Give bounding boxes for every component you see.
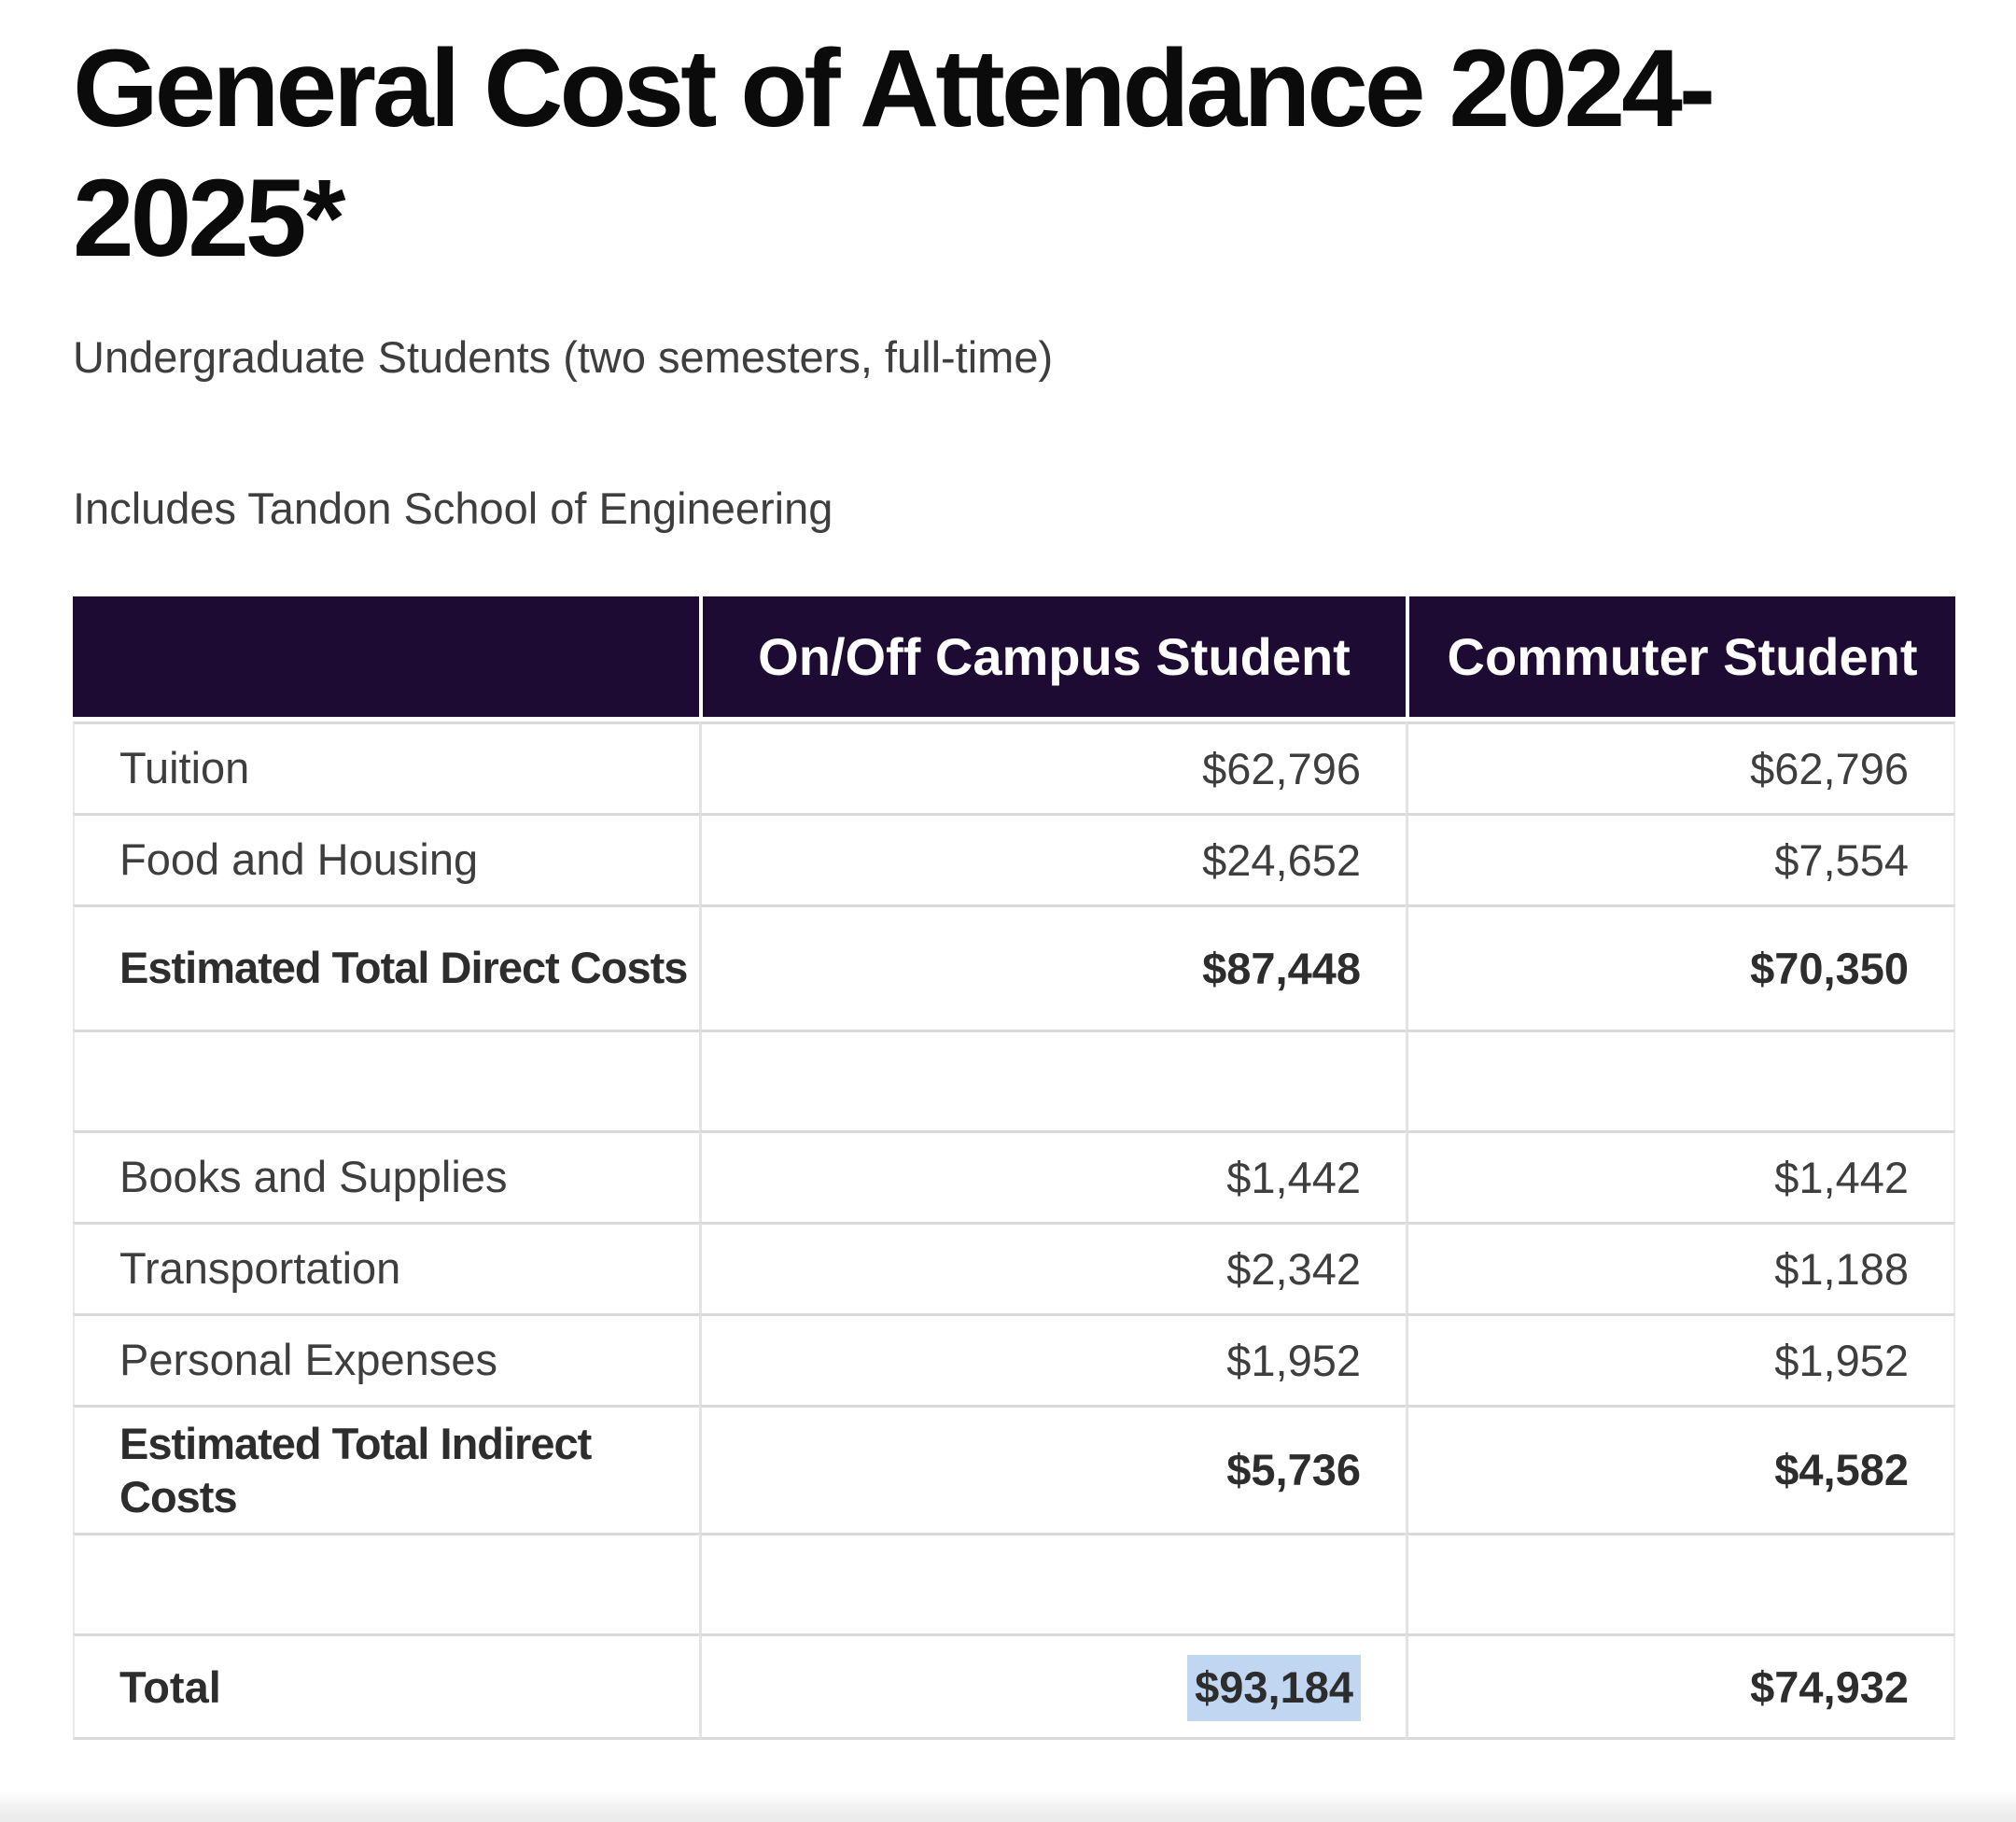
- row-value-oncampus: $62,796: [699, 721, 1406, 813]
- table-row: Books and Supplies $1,442 $1,442: [73, 1129, 1955, 1222]
- column-header-commuter: Commuter Student: [1406, 596, 1955, 722]
- row-value-commuter: [1406, 1029, 1955, 1130]
- bottom-gradient-strip: [0, 1790, 2016, 1822]
- row-label: Food and Housing: [73, 812, 699, 904]
- cost-table: On/Off Campus Student Commuter Student T…: [73, 596, 1955, 1741]
- selection-highlight: $93,184: [1187, 1654, 1361, 1721]
- table-row: [73, 1533, 1955, 1634]
- row-value-oncampus: $1,442: [699, 1129, 1406, 1222]
- table-header-row: On/Off Campus Student Commuter Student: [73, 596, 1955, 722]
- table-row: Estimated Total Indirect Costs $5,736 $4…: [73, 1404, 1955, 1534]
- page-title: General Cost of Attendance 2024-2025*: [73, 27, 1715, 281]
- row-value-commuter: $1,188: [1406, 1221, 1955, 1313]
- table-row: Tuition $62,796 $62,796: [73, 721, 1955, 813]
- row-value-oncampus: [699, 1029, 1406, 1130]
- page-subtitle: Undergraduate Students (two semesters, f…: [73, 332, 1054, 383]
- row-label: Tuition: [73, 721, 699, 813]
- row-label: Books and Supplies: [73, 1129, 699, 1222]
- row-value-commuter: [1406, 1533, 1955, 1634]
- table-row: Total $93,184 $74,932: [73, 1633, 1955, 1741]
- row-value-commuter: $1,442: [1406, 1129, 1955, 1222]
- main-content: General Cost of Attendance 2024-2025* Un…: [0, 24, 2016, 1741]
- table-row: Food and Housing $24,652 $7,554: [73, 812, 1955, 904]
- row-label: Personal Expenses: [73, 1312, 699, 1405]
- column-header-blank: [73, 596, 699, 722]
- row-value-oncampus: $5,736: [699, 1404, 1406, 1534]
- row-value-commuter: $4,582: [1406, 1404, 1955, 1534]
- row-label: Estimated Total Indirect Costs: [73, 1404, 699, 1534]
- row-value-oncampus: $1,952: [699, 1312, 1406, 1405]
- row-value-oncampus: [699, 1533, 1406, 1634]
- row-value-commuter: $70,350: [1406, 904, 1955, 1030]
- row-value-oncampus: $24,652: [699, 812, 1406, 904]
- row-label: [73, 1533, 699, 1634]
- row-label: Total: [73, 1633, 699, 1741]
- row-value-commuter: $7,554: [1406, 812, 1955, 904]
- row-label: Estimated Total Direct Costs: [73, 904, 699, 1030]
- table-row: Estimated Total Direct Costs $87,448 $70…: [73, 904, 1955, 1030]
- table-row: Transportation $2,342 $1,188: [73, 1221, 1955, 1313]
- row-value-oncampus: $2,342: [699, 1221, 1406, 1313]
- row-label: Transportation: [73, 1221, 699, 1313]
- row-value-commuter: $62,796: [1406, 721, 1955, 813]
- row-value-oncampus: $87,448: [699, 904, 1406, 1030]
- table-row: Personal Expenses $1,952 $1,952: [73, 1312, 1955, 1405]
- row-value-oncampus: $93,184: [699, 1633, 1406, 1741]
- row-label: [73, 1029, 699, 1130]
- row-value-commuter: $1,952: [1406, 1312, 1955, 1405]
- page-note: Includes Tandon School of Engineering: [73, 483, 833, 533]
- row-value-commuter: $74,932: [1406, 1633, 1955, 1741]
- table-row: [73, 1029, 1955, 1130]
- column-header-oncampus: On/Off Campus Student: [699, 596, 1406, 722]
